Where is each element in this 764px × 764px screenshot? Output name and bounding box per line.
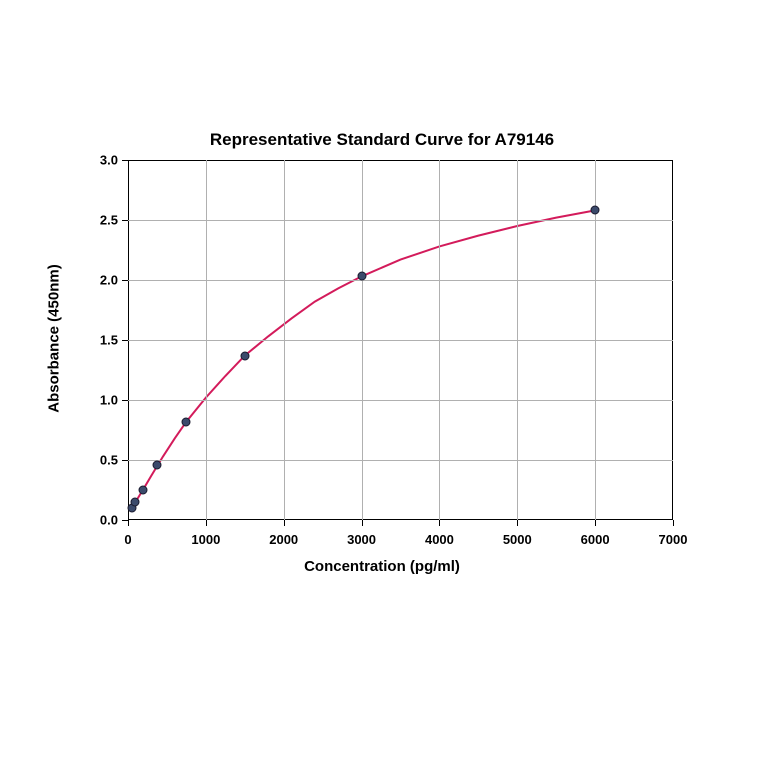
y-tick-label: 0.0 <box>88 513 118 528</box>
x-tick-mark <box>206 520 207 526</box>
x-tick-mark <box>517 520 518 526</box>
x-tick-label: 2000 <box>269 532 298 547</box>
y-axis-label: Absorbance (450nm) <box>46 159 63 519</box>
y-tick-mark <box>122 280 128 281</box>
y-tick-label: 1.5 <box>88 333 118 348</box>
y-tick-mark <box>122 400 128 401</box>
data-point <box>357 272 366 281</box>
y-tick-mark <box>122 160 128 161</box>
x-tick-mark <box>595 520 596 526</box>
chart-container: Representative Standard Curve for A79146… <box>0 0 764 764</box>
x-tick-label: 4000 <box>425 532 454 547</box>
data-point <box>591 206 600 215</box>
data-point <box>240 351 249 360</box>
x-tick-mark <box>284 520 285 526</box>
y-tick-mark <box>122 460 128 461</box>
y-tick-mark <box>122 340 128 341</box>
x-axis-label: Concentration (pg/ml) <box>0 558 764 575</box>
x-tick-mark <box>362 520 363 526</box>
curve-path <box>132 210 595 508</box>
x-tick-mark <box>439 520 440 526</box>
x-tick-label: 0 <box>124 532 131 547</box>
grid-line-horizontal <box>128 460 673 461</box>
data-point <box>138 486 147 495</box>
x-tick-label: 6000 <box>581 532 610 547</box>
grid-line-horizontal <box>128 400 673 401</box>
x-tick-mark <box>673 520 674 526</box>
x-tick-mark <box>128 520 129 526</box>
standard-curve-line <box>0 0 764 764</box>
grid-line-horizontal <box>128 220 673 221</box>
y-tick-label: 1.0 <box>88 393 118 408</box>
x-tick-label: 7000 <box>659 532 688 547</box>
data-point <box>131 498 140 507</box>
y-tick-label: 3.0 <box>88 153 118 168</box>
x-tick-label: 5000 <box>503 532 532 547</box>
y-tick-label: 2.5 <box>88 213 118 228</box>
y-tick-mark <box>122 220 128 221</box>
x-tick-label: 1000 <box>191 532 220 547</box>
grid-line-horizontal <box>128 280 673 281</box>
y-tick-mark <box>122 520 128 521</box>
y-tick-label: 0.5 <box>88 453 118 468</box>
data-point <box>182 417 191 426</box>
x-tick-label: 3000 <box>347 532 376 547</box>
grid-line-horizontal <box>128 340 673 341</box>
y-tick-label: 2.0 <box>88 273 118 288</box>
data-point <box>153 460 162 469</box>
